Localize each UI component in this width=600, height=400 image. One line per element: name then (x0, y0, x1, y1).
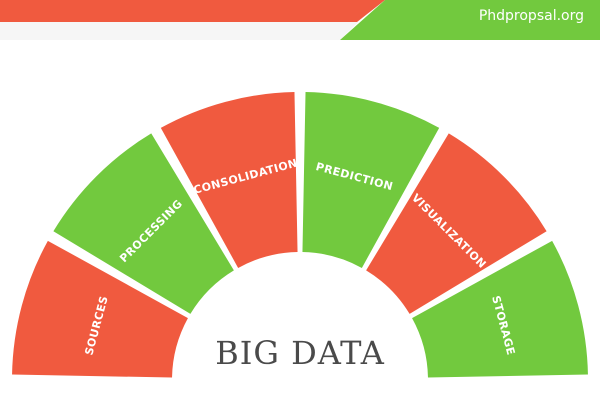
segment-visualization (366, 133, 547, 314)
segment-sources (12, 240, 188, 378)
header-orange-stripe (0, 0, 385, 22)
segment-processing (53, 133, 234, 314)
segment-prediction (302, 92, 440, 268)
header-green-block (340, 0, 600, 40)
site-name[interactable]: Phdpropsal.org (478, 8, 584, 24)
segments-group (12, 92, 588, 378)
center-title: BIG DATA (215, 334, 385, 372)
header-banner (0, 0, 600, 40)
segment-consolidation (160, 92, 298, 268)
segment-storage (412, 240, 588, 378)
